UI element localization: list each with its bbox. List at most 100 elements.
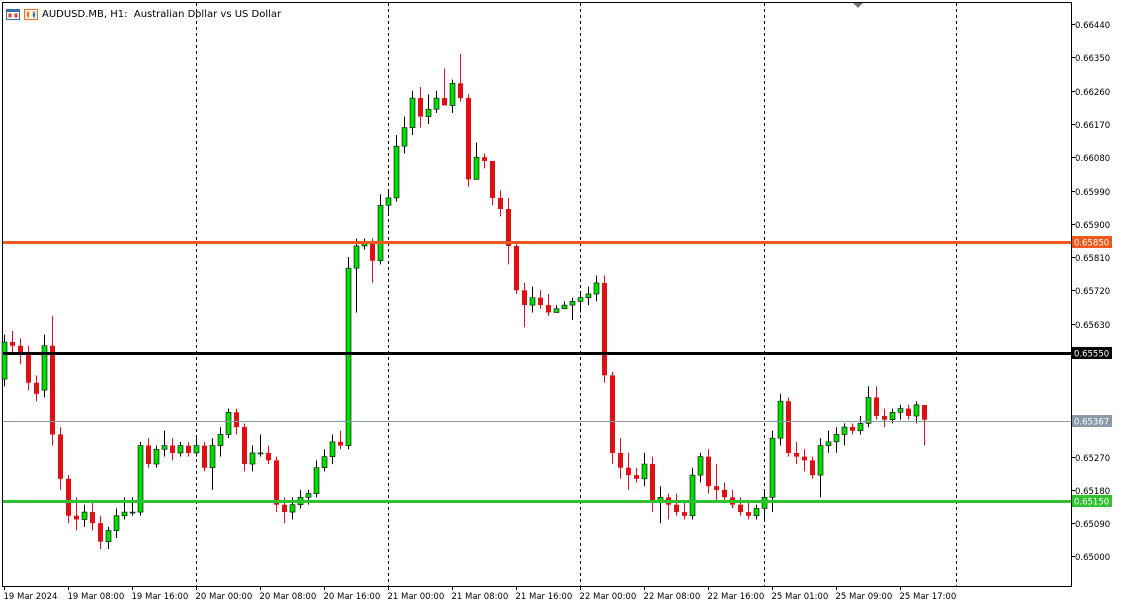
candle-body <box>593 282 600 295</box>
candle-body <box>546 305 551 313</box>
candle-body <box>850 427 855 431</box>
candle-body <box>529 297 536 306</box>
x-tick-label: 25 Mar 01:00 <box>772 592 829 602</box>
candle-body <box>370 242 375 261</box>
candle-body <box>913 404 920 417</box>
x-tick-label: 20 Mar 08:00 <box>260 592 317 602</box>
candle-body <box>522 290 527 306</box>
candle-body <box>738 504 743 513</box>
candle-body <box>786 401 791 453</box>
candle-body <box>225 411 232 435</box>
candle-body <box>641 463 648 480</box>
y-tick-label: 0.65810 <box>1075 254 1110 264</box>
candle-body <box>897 408 904 413</box>
candle-body <box>34 382 39 394</box>
candle-body <box>473 156 480 180</box>
candle-body <box>257 452 264 455</box>
candle-body <box>329 441 336 457</box>
candle-body <box>121 511 128 517</box>
candle-body <box>81 511 88 520</box>
candle-body <box>626 467 631 476</box>
candle-body <box>249 452 256 465</box>
chart-window-icon[interactable] <box>6 8 20 20</box>
y-tick-label: 0.66080 <box>1075 154 1110 164</box>
candle-body <box>50 345 55 435</box>
candle-body <box>458 83 463 99</box>
candle-body <box>817 445 824 476</box>
candle-body <box>802 456 807 461</box>
candle-body <box>321 456 328 469</box>
candle-body <box>922 404 927 420</box>
y-tick-label: 0.66350 <box>1075 54 1110 64</box>
candle-body <box>98 523 103 542</box>
candle-body <box>338 441 343 446</box>
candle-body <box>345 267 352 446</box>
candle-body <box>577 297 584 302</box>
candle-body <box>634 475 639 479</box>
candle-body <box>833 434 840 443</box>
candle-body <box>498 197 503 209</box>
candle-body <box>393 145 400 199</box>
candle-body <box>882 415 887 420</box>
candle-body <box>313 467 320 494</box>
candle-body <box>274 460 279 505</box>
candle-body <box>857 423 864 432</box>
candle-body <box>825 441 832 446</box>
candle-body <box>490 160 495 198</box>
candle-body <box>377 204 384 262</box>
candle-body <box>409 97 416 128</box>
current-price-tag <box>1072 415 1112 427</box>
candle-body <box>538 297 543 306</box>
plot-frame <box>2 2 1072 587</box>
candle-body <box>289 504 296 513</box>
y-tick-label: 0.65270 <box>1075 454 1110 464</box>
chart-type-icon[interactable] <box>24 8 38 20</box>
candle-body <box>161 445 168 450</box>
candle-body <box>425 108 432 117</box>
candle-body <box>242 427 247 465</box>
candle-body <box>217 434 224 446</box>
x-tick-label: 20 Mar 00:00 <box>196 592 253 602</box>
candle-body <box>170 445 175 453</box>
candle-body <box>753 508 760 517</box>
chart-shift-marker[interactable] <box>853 3 863 8</box>
y-tick-label: 0.65090 <box>1075 520 1110 530</box>
candle-body <box>553 308 560 313</box>
candle-body <box>482 157 487 161</box>
y-tick-label: 0.65180 <box>1075 487 1110 497</box>
candle-body <box>810 460 815 476</box>
candle-body <box>41 345 48 391</box>
candle-body <box>466 98 471 180</box>
candle-body <box>234 412 239 428</box>
candle-body <box>706 456 711 487</box>
candle-body <box>769 437 776 498</box>
current-price-label: 0.65367 <box>1074 418 1109 428</box>
candle-body <box>506 208 511 246</box>
candle-body <box>266 452 271 461</box>
candle-body <box>74 515 79 520</box>
candle-body <box>674 504 679 513</box>
candle-body <box>177 445 184 454</box>
x-tick-label: 21 Mar 16:00 <box>516 592 573 602</box>
y-tick-label: 0.66260 <box>1075 88 1110 98</box>
x-tick-label: 19 Mar 2024 <box>4 592 58 602</box>
resistance-price-label: 0.65850 <box>1074 239 1109 249</box>
resistance-price-tag <box>1072 236 1112 248</box>
candle-body <box>146 445 151 465</box>
candle-body <box>585 293 592 298</box>
candle-body <box>569 301 576 306</box>
support-price-label: 0.65150 <box>1074 498 1109 508</box>
x-tick-label: 22 Mar 16:00 <box>708 592 765 602</box>
y-tick-label: 0.65630 <box>1075 321 1110 331</box>
candle-body <box>113 515 120 531</box>
candle-body <box>90 512 95 524</box>
candle-body <box>153 448 160 465</box>
candle-body <box>58 434 63 479</box>
y-tick-label: 0.65900 <box>1075 221 1110 231</box>
y-tick-label: 0.66440 <box>1075 21 1110 31</box>
candle-body <box>209 445 216 469</box>
candle-body <box>650 464 655 501</box>
candle-body <box>385 197 392 206</box>
candle-body <box>561 304 568 310</box>
